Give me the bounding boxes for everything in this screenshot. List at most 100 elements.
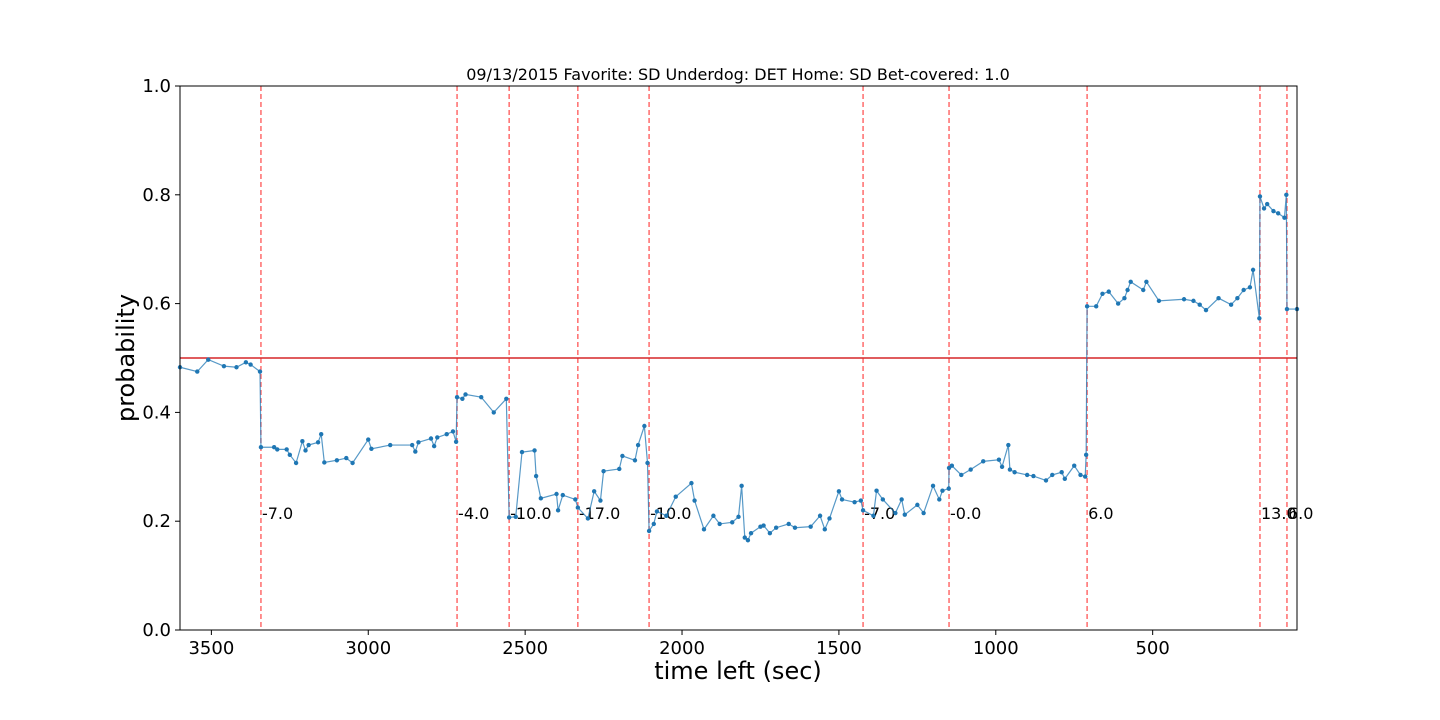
data-point (792, 525, 798, 530)
x-tick-label: 2500 (502, 638, 548, 659)
data-point (880, 497, 886, 502)
y-tick-label: 0.4 (142, 402, 171, 423)
y-tick-label: 0.6 (142, 294, 171, 315)
data-point (413, 449, 418, 454)
data-point (243, 360, 249, 365)
data-point (1083, 474, 1088, 479)
y-tick-label: 0.0 (142, 620, 171, 641)
data-point (258, 445, 264, 450)
data-point (959, 472, 964, 478)
data-point (761, 523, 766, 528)
data-point (1006, 442, 1011, 448)
data-point (946, 486, 951, 491)
data-point (513, 514, 518, 520)
data-point (736, 514, 741, 520)
y-tick-label: 1.0 (142, 76, 171, 97)
data-point (1012, 470, 1017, 475)
plot-frame (179, 85, 1298, 631)
data-point (858, 498, 864, 503)
data-point (575, 505, 581, 510)
data-point (1181, 297, 1187, 302)
data-point (1106, 289, 1111, 294)
data-point (491, 410, 496, 415)
data-point (431, 443, 437, 449)
data-point (450, 429, 456, 434)
data-point (651, 521, 656, 527)
data-point (318, 431, 324, 437)
data-point (617, 466, 622, 472)
data-point (748, 530, 754, 536)
data-point (902, 512, 907, 517)
x-tick-label: 2000 (659, 638, 705, 659)
score-label: -17.0 (579, 504, 620, 523)
data-point (506, 515, 512, 520)
data-point (1271, 208, 1276, 214)
data-point (1059, 470, 1064, 475)
data-point (968, 467, 973, 472)
data-point (591, 489, 597, 494)
data-point (692, 498, 697, 503)
data-point (940, 488, 945, 493)
data-point (1083, 452, 1089, 458)
data-point (388, 442, 393, 448)
data-point (206, 357, 211, 362)
x-tick-label: 3000 (345, 638, 391, 659)
data-point (428, 436, 434, 441)
score-label: 13.0 (1261, 504, 1297, 523)
data-point (742, 535, 747, 540)
data-point (1203, 307, 1209, 313)
data-point (836, 489, 842, 494)
data-point (773, 525, 779, 530)
data-point (234, 365, 239, 370)
data-point (1031, 473, 1036, 479)
data-point (1257, 194, 1263, 199)
data-point (1043, 478, 1049, 483)
data-point (767, 530, 773, 536)
data-point (717, 521, 722, 527)
data-point (620, 453, 625, 459)
data-point (1084, 304, 1090, 309)
data-point (555, 508, 561, 513)
data-point (1062, 476, 1068, 481)
data-point (839, 497, 845, 502)
data-point (1115, 301, 1121, 306)
data-point (409, 442, 415, 448)
data-point (1261, 206, 1267, 211)
data-point (664, 513, 669, 518)
data-point (827, 516, 832, 521)
data-point (1235, 295, 1240, 301)
data-point (635, 442, 641, 448)
score-label: 6.0 (1088, 504, 1113, 523)
data-point (930, 483, 936, 489)
data-point (585, 516, 591, 521)
data-point (996, 457, 1002, 462)
data-point (504, 396, 509, 401)
data-point (453, 439, 459, 444)
data-point (745, 538, 751, 543)
data-point (369, 446, 374, 452)
y-axis-label: probability (112, 294, 140, 422)
data-point (1072, 463, 1077, 468)
data-point (1241, 287, 1246, 293)
score-label: -10.0 (650, 504, 691, 523)
data-point (654, 509, 660, 514)
data-point (300, 439, 305, 444)
data-point (275, 447, 280, 452)
data-point (1216, 295, 1221, 301)
data-point (999, 464, 1005, 469)
data-point (287, 452, 293, 458)
data-point (711, 513, 716, 518)
data-point (435, 435, 440, 440)
data-point (915, 502, 920, 508)
data-point (598, 498, 603, 503)
data-point (852, 499, 857, 505)
data-point (1247, 285, 1253, 290)
chart-title: 09/13/2015 Favorite: SD Underdog: DET Ho… (466, 65, 1010, 84)
data-point (689, 480, 694, 486)
data-point (899, 497, 904, 502)
data-point (1275, 211, 1281, 216)
data-point (248, 362, 253, 367)
data-point (1141, 287, 1146, 293)
x-tick-label: 500 (1135, 638, 1169, 659)
y-tick-label: 0.2 (142, 511, 171, 532)
